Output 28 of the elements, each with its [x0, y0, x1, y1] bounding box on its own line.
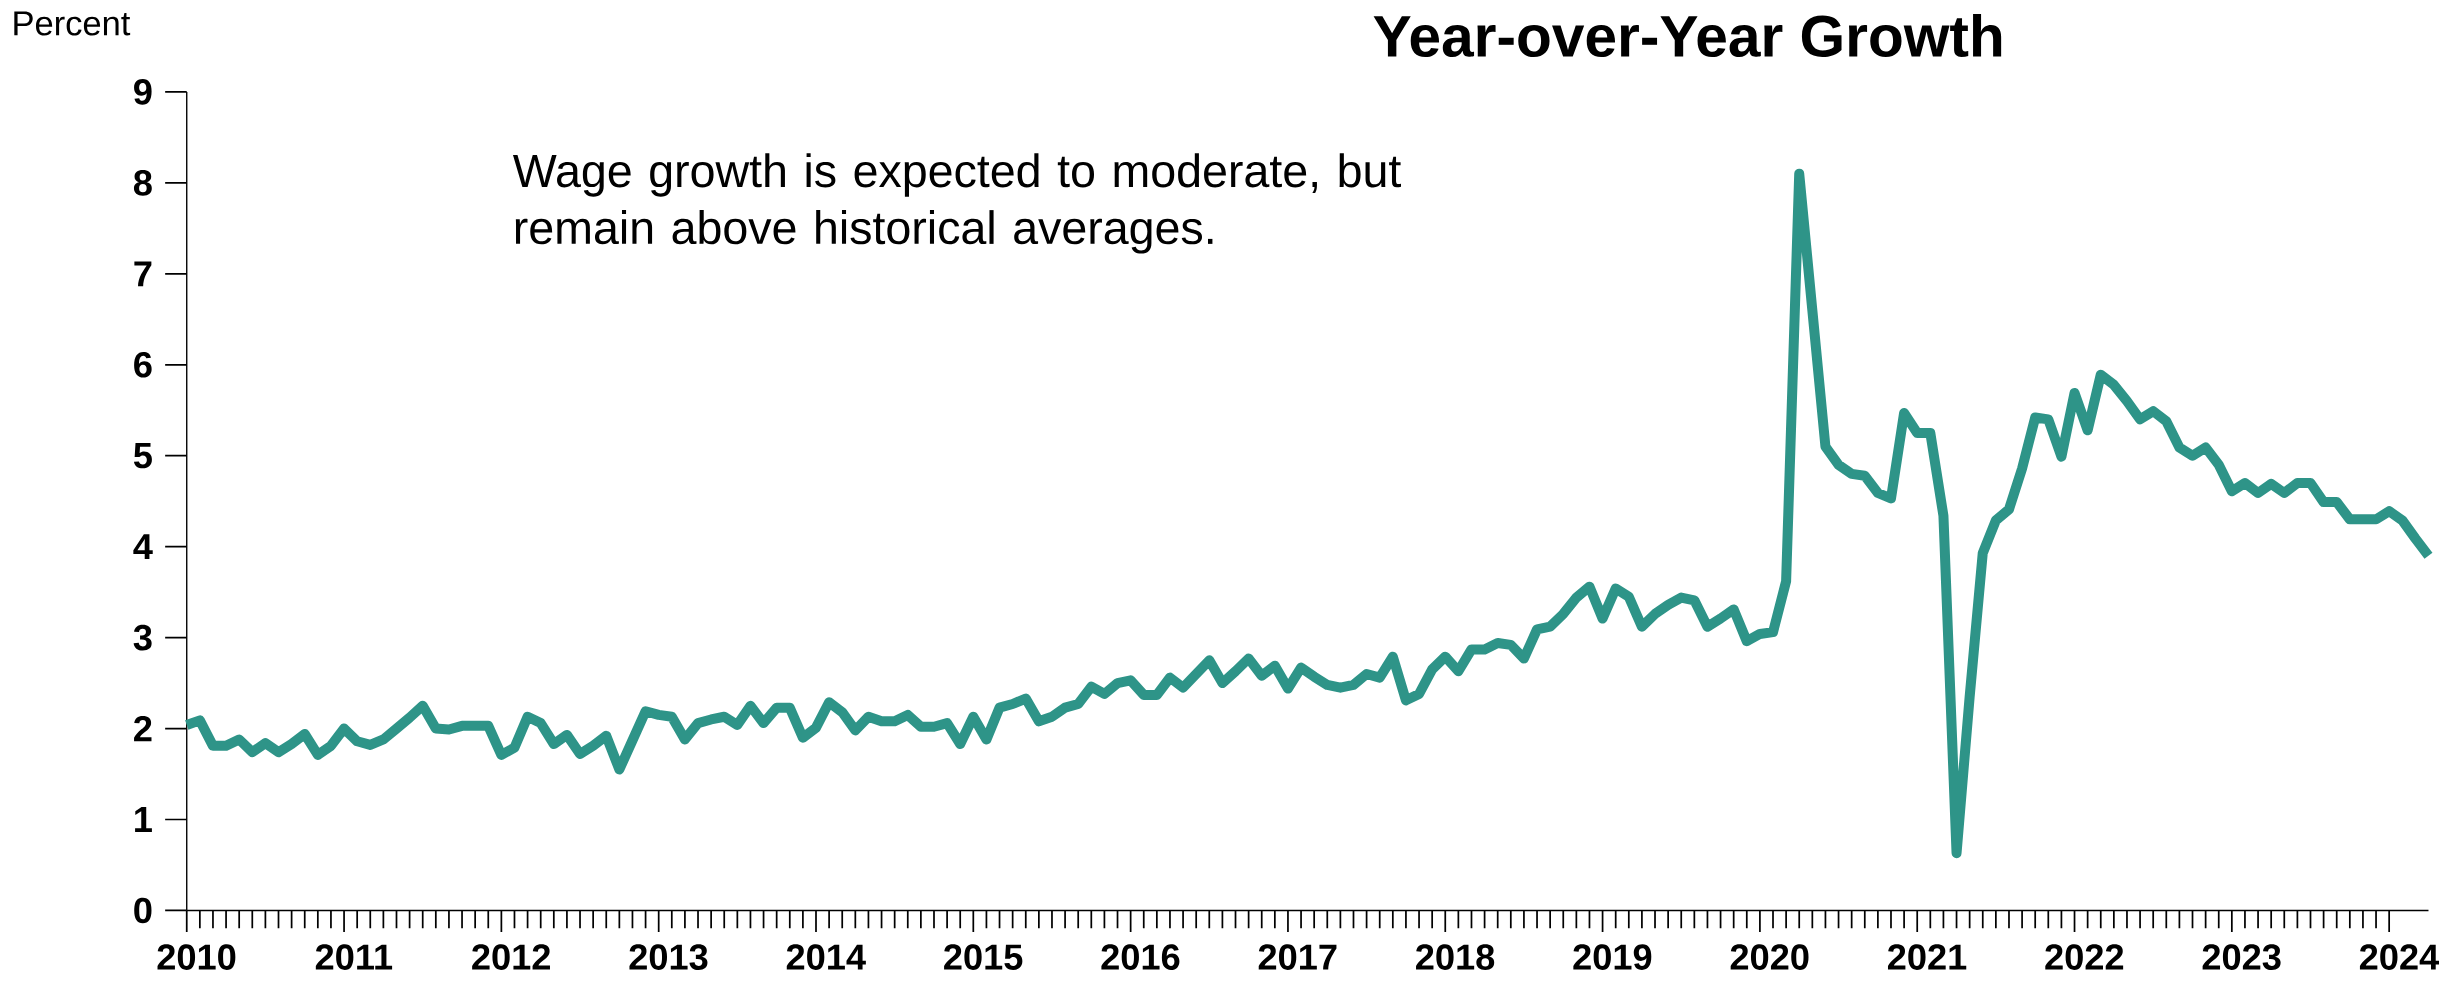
- x-tick-label: 2020: [1730, 944, 1809, 970]
- x-tick-label: 2022: [2045, 944, 2124, 970]
- chart-title: Year-over-Year Growth: [1373, 13, 2002, 57]
- x-tick-label: 2016: [1101, 944, 1180, 970]
- y-tick-label: 3: [133, 624, 152, 651]
- y-tick-label: 8: [133, 169, 152, 196]
- x-tick-label: 2017: [1258, 944, 1337, 970]
- x-tick-label: 2019: [1573, 944, 1652, 970]
- y-tick-label: 0: [134, 897, 152, 924]
- y-axis-title: Percent: [14, 11, 131, 36]
- x-tick-label: 2018: [1416, 944, 1495, 970]
- y-tick-label: 9: [134, 78, 152, 105]
- x-tick-label: 2010: [157, 944, 236, 970]
- y-tick-label: 2: [134, 715, 152, 741]
- x-tick-label: 2014: [786, 944, 866, 970]
- x-tick-label: 2012: [472, 944, 550, 970]
- y-tick-label: 1: [135, 806, 152, 832]
- x-tick-label: 2015: [944, 944, 1023, 970]
- y-tick-label: 4: [133, 534, 153, 559]
- x-tick-label: 2021: [1887, 944, 1967, 970]
- annotation: Wage growth is expected to moderate, but remain above historical averages.: [512, 152, 1402, 254]
- x-tick-label: 2024: [2359, 944, 2440, 970]
- y-tick-label: 7: [134, 261, 152, 287]
- y-tick-label: 5: [133, 442, 152, 469]
- x-tick-label: 2011: [315, 944, 393, 970]
- x-tick-label: 2023: [2202, 944, 2281, 970]
- x-tick-label: 2013: [629, 944, 708, 970]
- y-tick-label: 6: [134, 351, 152, 378]
